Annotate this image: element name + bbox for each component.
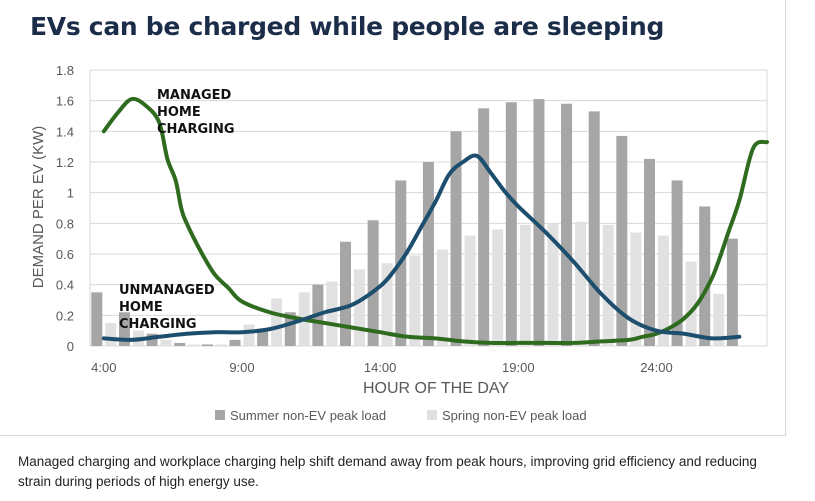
x-tick-label: 4:00 (91, 360, 116, 375)
spring-bar (243, 324, 255, 346)
y-tick-label: 0 (67, 339, 74, 354)
spring-bar (575, 221, 587, 346)
x-axis-ticks: 4:00 9:00 14:00 19:00 24:00 (91, 360, 673, 375)
summer-bar (284, 312, 296, 346)
caption: Managed charging and workplace charging … (18, 454, 757, 489)
x-tick-label: 24:00 (640, 360, 673, 375)
x-tick-label: 19:00 (502, 360, 535, 375)
summer-bar (174, 342, 186, 346)
spring-bar (271, 298, 283, 346)
annotation-unmanaged-line: CHARGING (119, 317, 197, 332)
y-tick-label: 1.4 (56, 124, 74, 139)
summer-bar (588, 111, 600, 347)
summer-bar (257, 330, 269, 346)
summer-bar (118, 312, 130, 346)
spring-bar (160, 339, 172, 346)
spring-bar (354, 269, 366, 346)
summer-bar (229, 339, 241, 346)
y-tick-label: 0.2 (56, 308, 74, 323)
chart-frame (0, 0, 786, 436)
unmanaged-charging-line (101, 153, 742, 342)
annotation-managed-line: HOME (157, 105, 201, 120)
spring-bar (685, 261, 697, 346)
spring-bar (381, 263, 393, 346)
spring-bar (519, 224, 531, 346)
spring-bar (409, 255, 421, 346)
y-tick-label: 0.6 (56, 247, 74, 262)
summer-bar (505, 102, 517, 346)
chart-title: EVs can be charged while people are slee… (30, 12, 665, 41)
spring-bar (547, 223, 559, 346)
x-axis-label: HOUR OF THE DAY (363, 380, 509, 397)
legend-swatch-summer (215, 410, 225, 420)
legend-swatch-spring (427, 410, 437, 420)
annotation-unmanaged: UNMANAGED HOME CHARGING (119, 283, 215, 332)
annotation-unmanaged-line: HOME (119, 300, 163, 315)
legend: Summer non-EV peak load Spring non-EV pe… (215, 408, 587, 423)
summer-bar (146, 333, 158, 346)
summer-bar (478, 108, 490, 346)
spring-bar (713, 293, 725, 346)
y-tick-label: 1 (67, 186, 74, 201)
summer-bar (561, 103, 573, 346)
spring-bar (105, 323, 117, 346)
annotation-managed: MANAGED HOME CHARGING (157, 88, 235, 137)
y-tick-label: 1.6 (56, 94, 74, 109)
annotation-managed-line: MANAGED (157, 88, 231, 103)
legend-label-spring: Spring non-EV peak load (442, 408, 587, 423)
y-tick-label: 1.2 (56, 155, 74, 170)
summer-bar (201, 344, 213, 346)
line-series (101, 96, 769, 346)
summer-bar (450, 131, 462, 346)
summer-bar (367, 220, 379, 346)
summer-bar (643, 158, 655, 346)
x-tick-label: 9:00 (229, 360, 254, 375)
spring-bar (215, 344, 227, 346)
summer-bar (91, 292, 103, 346)
spring-bar (657, 235, 669, 346)
spring-bar (326, 281, 338, 346)
spring-bar (464, 235, 476, 346)
summer-bar (422, 162, 434, 346)
summer-bar (533, 99, 545, 346)
spring-bar (492, 229, 504, 346)
summer-bar (726, 238, 738, 346)
x-tick-label: 14:00 (364, 360, 397, 375)
summer-bar (616, 135, 628, 346)
summer-bar (340, 241, 352, 346)
summer-bar (699, 206, 711, 346)
spring-bar (188, 344, 200, 346)
spring-bar (630, 232, 642, 346)
summer-bar (671, 180, 683, 346)
annotation-managed-line: CHARGING (157, 122, 235, 137)
managed-charging-line (101, 96, 769, 346)
spring-bar (436, 249, 448, 346)
y-tick-label: 0.8 (56, 216, 74, 231)
chart-svg: 0 0.2 0.4 0.6 0.8 1 1.2 1.4 1.6 1.8 4:00 9:00 14:00… (30, 63, 769, 423)
legend-label-summer: Summer non-EV peak load (230, 408, 386, 423)
y-axis-ticks: 0 0.2 0.4 0.6 0.8 1 1.2 1.4 1.6 1.8 (56, 63, 74, 354)
y-tick-label: 1.8 (56, 63, 74, 78)
y-tick-label: 0.4 (56, 278, 74, 293)
annotation-unmanaged-line: UNMANAGED (119, 283, 215, 298)
spring-bar (602, 224, 614, 346)
y-axis-label: DEMAND PER EV (KW) (30, 126, 47, 289)
